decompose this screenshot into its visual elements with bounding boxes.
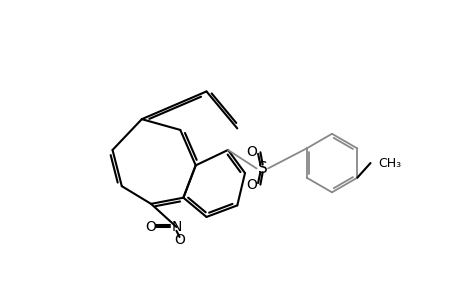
Text: O: O	[246, 178, 257, 192]
Text: CH₃: CH₃	[377, 157, 400, 169]
Text: O: O	[246, 145, 257, 158]
Text: S: S	[257, 161, 267, 176]
Text: O: O	[174, 233, 185, 247]
Text: O: O	[145, 220, 156, 234]
Text: N: N	[171, 220, 181, 234]
